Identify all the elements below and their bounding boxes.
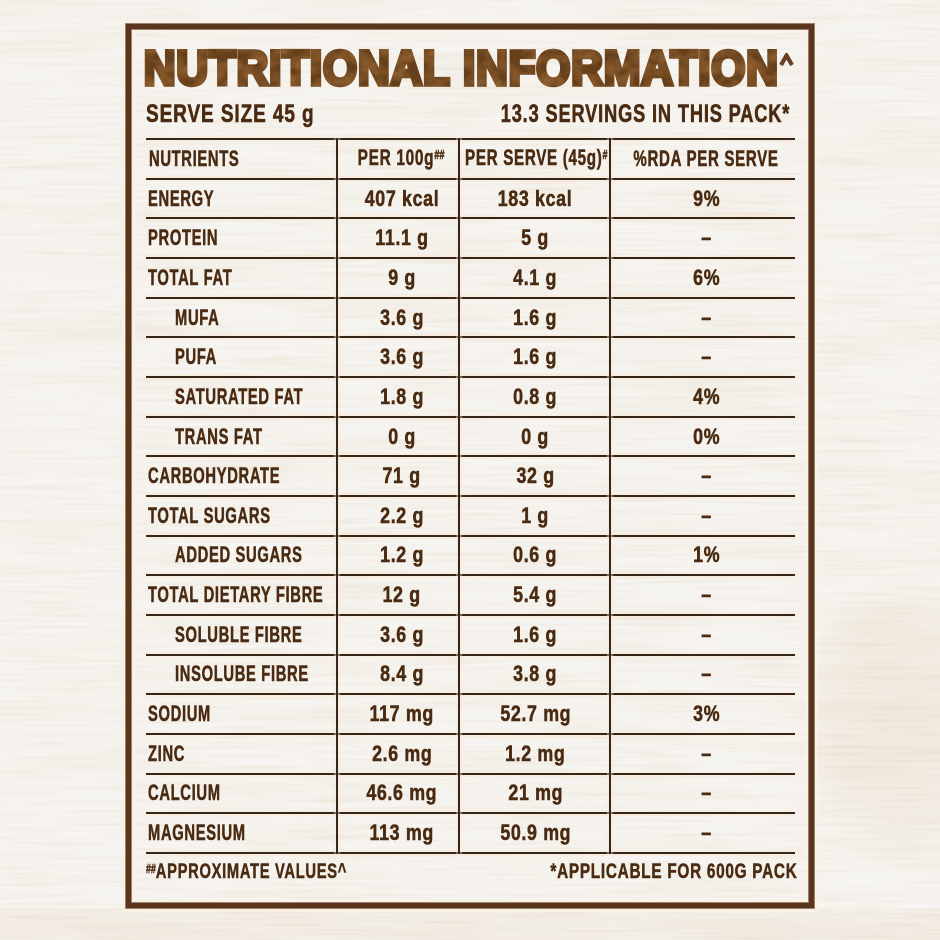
svg-text:NUTRITIONAL INFORMATION: NUTRITIONAL INFORMATION [144,41,779,95]
